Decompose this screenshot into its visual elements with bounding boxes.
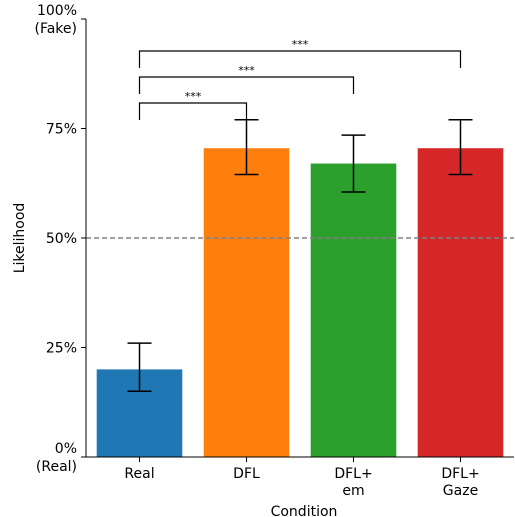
significance-bracket-1 xyxy=(138,76,355,94)
x-axis-title: Condition xyxy=(271,504,338,517)
y-tick-label-1: 25% xyxy=(46,341,77,357)
y-tick-label-2: 50% xyxy=(46,231,77,247)
y-tick-label-0: 0% (Real) xyxy=(36,441,77,475)
significance-bracket-0 xyxy=(138,102,248,120)
bar-3 xyxy=(417,148,504,457)
x-tick-label-1: DFL xyxy=(233,466,260,482)
x-tick-label-0: Real xyxy=(124,466,154,482)
y-tick-label-3: 75% xyxy=(46,122,77,138)
significance-bracket-2 xyxy=(138,50,462,68)
significance-label-2: *** xyxy=(292,38,309,51)
bar-2 xyxy=(310,163,397,458)
significance-label-1: *** xyxy=(238,64,255,77)
significance-label-0: *** xyxy=(185,90,202,103)
y-axis-title: Likelihood xyxy=(12,203,28,274)
y-tick-label-4: 100% (Fake) xyxy=(35,3,78,37)
bar-1 xyxy=(203,148,290,457)
x-tick-label-3: DFL+ Gaze xyxy=(441,466,479,499)
x-tick-label-2: DFL+ em xyxy=(334,466,372,499)
